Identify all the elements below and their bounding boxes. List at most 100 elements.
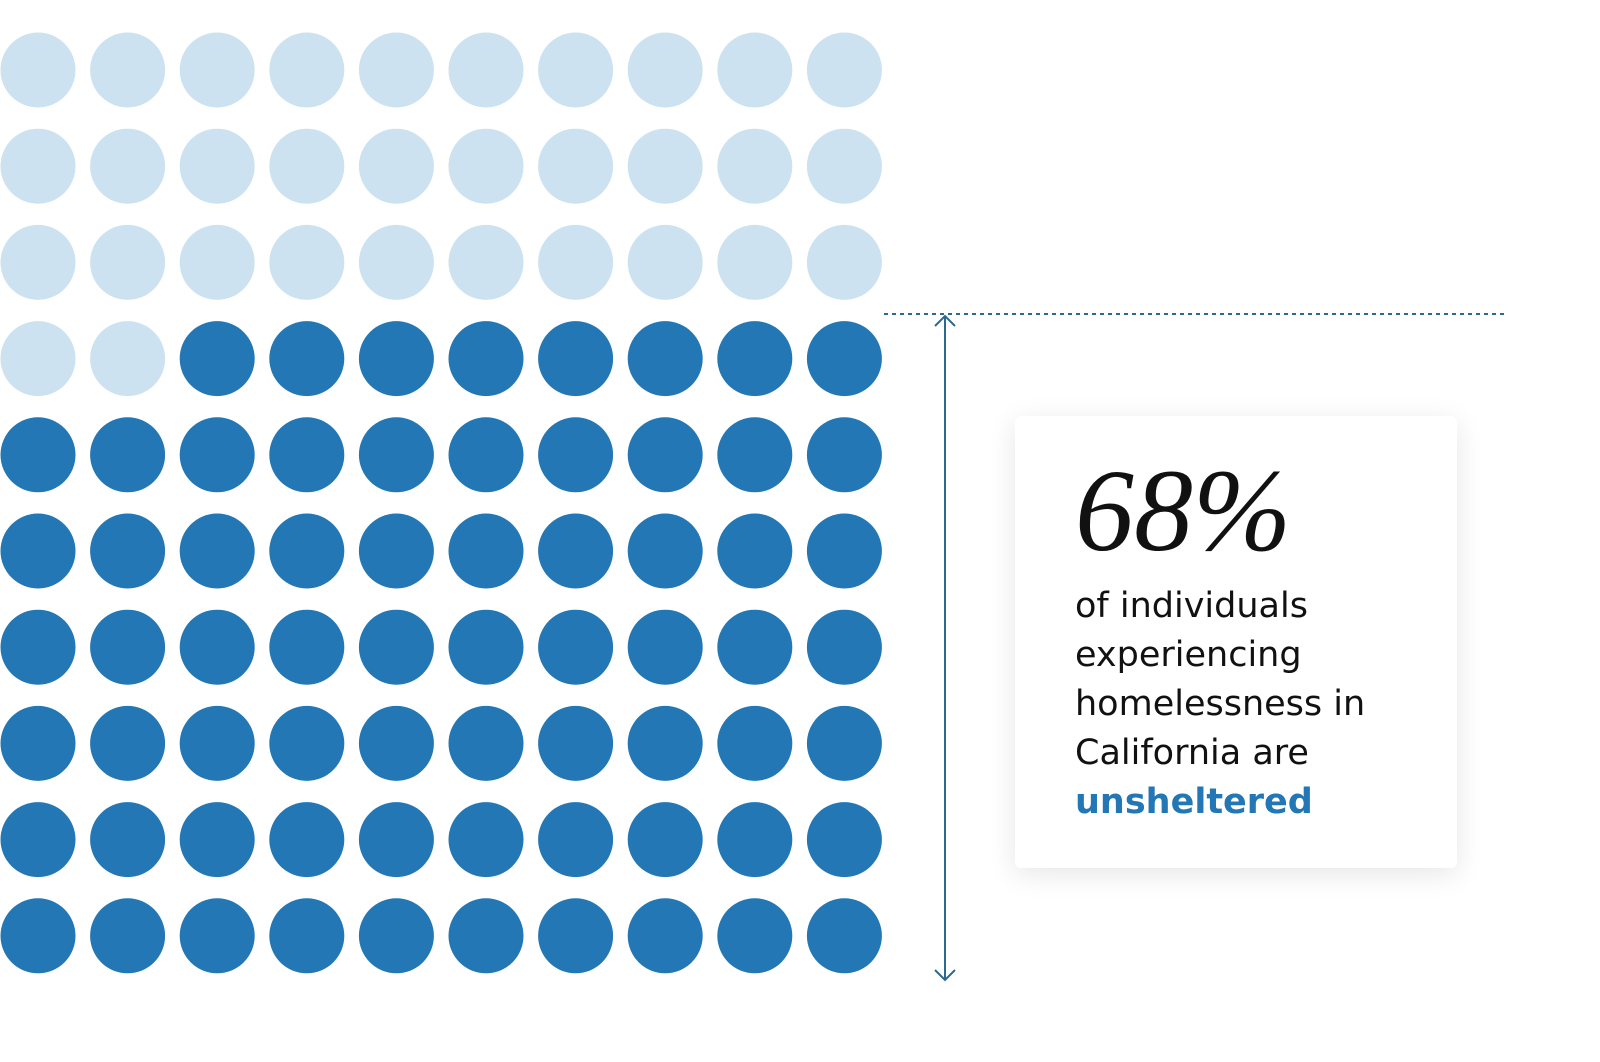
dot-filled <box>806 705 882 781</box>
dot-filled <box>806 802 882 878</box>
dot-filled <box>717 321 793 397</box>
stat-description: of individuals experiencing homelessness… <box>1075 586 1366 773</box>
dot-empty <box>90 224 166 300</box>
dot-filled <box>179 321 255 397</box>
dot-empty <box>717 128 793 204</box>
dot-filled <box>627 609 703 685</box>
dot-filled <box>448 513 524 589</box>
dot-empty <box>448 32 524 108</box>
dot-filled <box>717 609 793 685</box>
dot-filled <box>538 802 614 878</box>
dot-empty <box>358 32 434 108</box>
dot-filled <box>806 417 882 493</box>
dot-filled <box>448 802 524 878</box>
dot-filled <box>0 898 76 974</box>
dot-empty <box>448 224 524 300</box>
dot-empty <box>90 321 166 397</box>
dot-filled <box>269 705 345 781</box>
dot-filled <box>358 898 434 974</box>
dot-empty <box>179 32 255 108</box>
stat-text: of individuals experiencing homelessness… <box>1075 582 1435 827</box>
dot-filled <box>717 513 793 589</box>
dot-empty <box>0 128 76 204</box>
dot-empty <box>538 224 614 300</box>
dot-filled <box>269 321 345 397</box>
dot-filled <box>0 705 76 781</box>
dot-filled <box>448 898 524 974</box>
dot-filled <box>0 802 76 878</box>
dot-filled <box>358 513 434 589</box>
dot-filled <box>179 802 255 878</box>
dot-empty <box>0 321 76 397</box>
dot-filled <box>179 898 255 974</box>
dot-filled <box>269 513 345 589</box>
dot-empty <box>90 32 166 108</box>
dot-empty <box>0 32 76 108</box>
dot-filled <box>717 898 793 974</box>
dot-empty <box>269 32 345 108</box>
dot-empty <box>538 32 614 108</box>
stat-value: 68% <box>1075 445 1292 576</box>
dot-filled <box>448 705 524 781</box>
dot-empty <box>806 224 882 300</box>
dot-filled <box>90 705 166 781</box>
dot-filled <box>269 802 345 878</box>
dot-filled <box>806 898 882 974</box>
dot-empty <box>179 128 255 204</box>
dot-empty <box>627 32 703 108</box>
dot-filled <box>448 321 524 397</box>
dot-filled <box>0 609 76 685</box>
dot-filled <box>269 609 345 685</box>
dot-filled <box>358 609 434 685</box>
dot-filled <box>806 321 882 397</box>
dot-empty <box>627 224 703 300</box>
dot-filled <box>538 609 614 685</box>
dot-filled <box>90 802 166 878</box>
dot-filled <box>179 609 255 685</box>
dot-filled <box>179 513 255 589</box>
dot-filled <box>717 417 793 493</box>
dot-empty <box>0 224 76 300</box>
dot-filled <box>717 802 793 878</box>
arrow-head <box>934 314 956 327</box>
dot-filled <box>448 609 524 685</box>
dot-filled <box>0 513 76 589</box>
dot-empty <box>538 128 614 204</box>
arrow-head <box>934 969 956 982</box>
dot-filled <box>538 898 614 974</box>
dot-filled <box>627 321 703 397</box>
dot-empty <box>90 128 166 204</box>
dot-filled <box>538 513 614 589</box>
dot-filled <box>358 321 434 397</box>
dot-filled <box>269 898 345 974</box>
dot-filled <box>538 417 614 493</box>
dot-filled <box>269 417 345 493</box>
stat-highlight: unsheltered <box>1075 782 1313 822</box>
dot-empty <box>448 128 524 204</box>
dot-filled <box>538 705 614 781</box>
dot-filled <box>806 513 882 589</box>
dot-filled <box>179 705 255 781</box>
dot-filled <box>448 417 524 493</box>
dot-filled <box>90 513 166 589</box>
dot-filled <box>627 513 703 589</box>
dot-filled <box>806 609 882 685</box>
dot-filled <box>179 417 255 493</box>
dot-filled <box>358 417 434 493</box>
dot-filled <box>717 705 793 781</box>
dot-empty <box>269 224 345 300</box>
dot-empty <box>269 128 345 204</box>
dot-filled <box>627 705 703 781</box>
dot-filled <box>90 417 166 493</box>
dot-empty <box>717 224 793 300</box>
dot-empty <box>717 32 793 108</box>
dot-empty <box>179 224 255 300</box>
dot-filled <box>0 417 76 493</box>
dot-empty <box>358 128 434 204</box>
dot-empty <box>806 32 882 108</box>
stat-card: 68% of individuals experiencing homeless… <box>1015 416 1457 868</box>
dot-empty <box>358 224 434 300</box>
dot-filled <box>627 417 703 493</box>
